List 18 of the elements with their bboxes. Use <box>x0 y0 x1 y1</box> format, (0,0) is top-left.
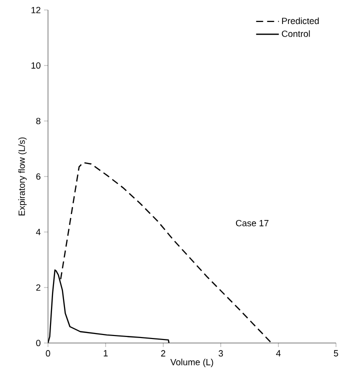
x-tick-label: 5 <box>334 350 338 356</box>
x-tick-label: 3 <box>218 350 223 357</box>
annotation: Case 17 <box>236 220 268 226</box>
x-tick-label: 2 <box>161 350 166 356</box>
y-axis-title: Expiratory flow (L/s) <box>18 137 27 216</box>
x-tick-label: 1 <box>104 350 108 356</box>
x-axis-title: Volume (L) <box>170 358 214 368</box>
y-tick-label: 6 <box>36 173 40 180</box>
y-tick-label: 0 <box>36 340 40 346</box>
y-tick-label: 2 <box>36 284 40 291</box>
y-tick-label: 4 <box>36 228 41 236</box>
y-tick-label: 8 <box>36 118 40 124</box>
x-tick-label: 4 <box>276 350 281 356</box>
x-tick-label: 0 <box>46 350 50 357</box>
legend-label: Predicted <box>282 18 319 24</box>
y-tick-label: 12 <box>32 6 40 14</box>
legend-label: Control <box>282 30 310 37</box>
y-tick-label: 10 <box>32 62 40 69</box>
